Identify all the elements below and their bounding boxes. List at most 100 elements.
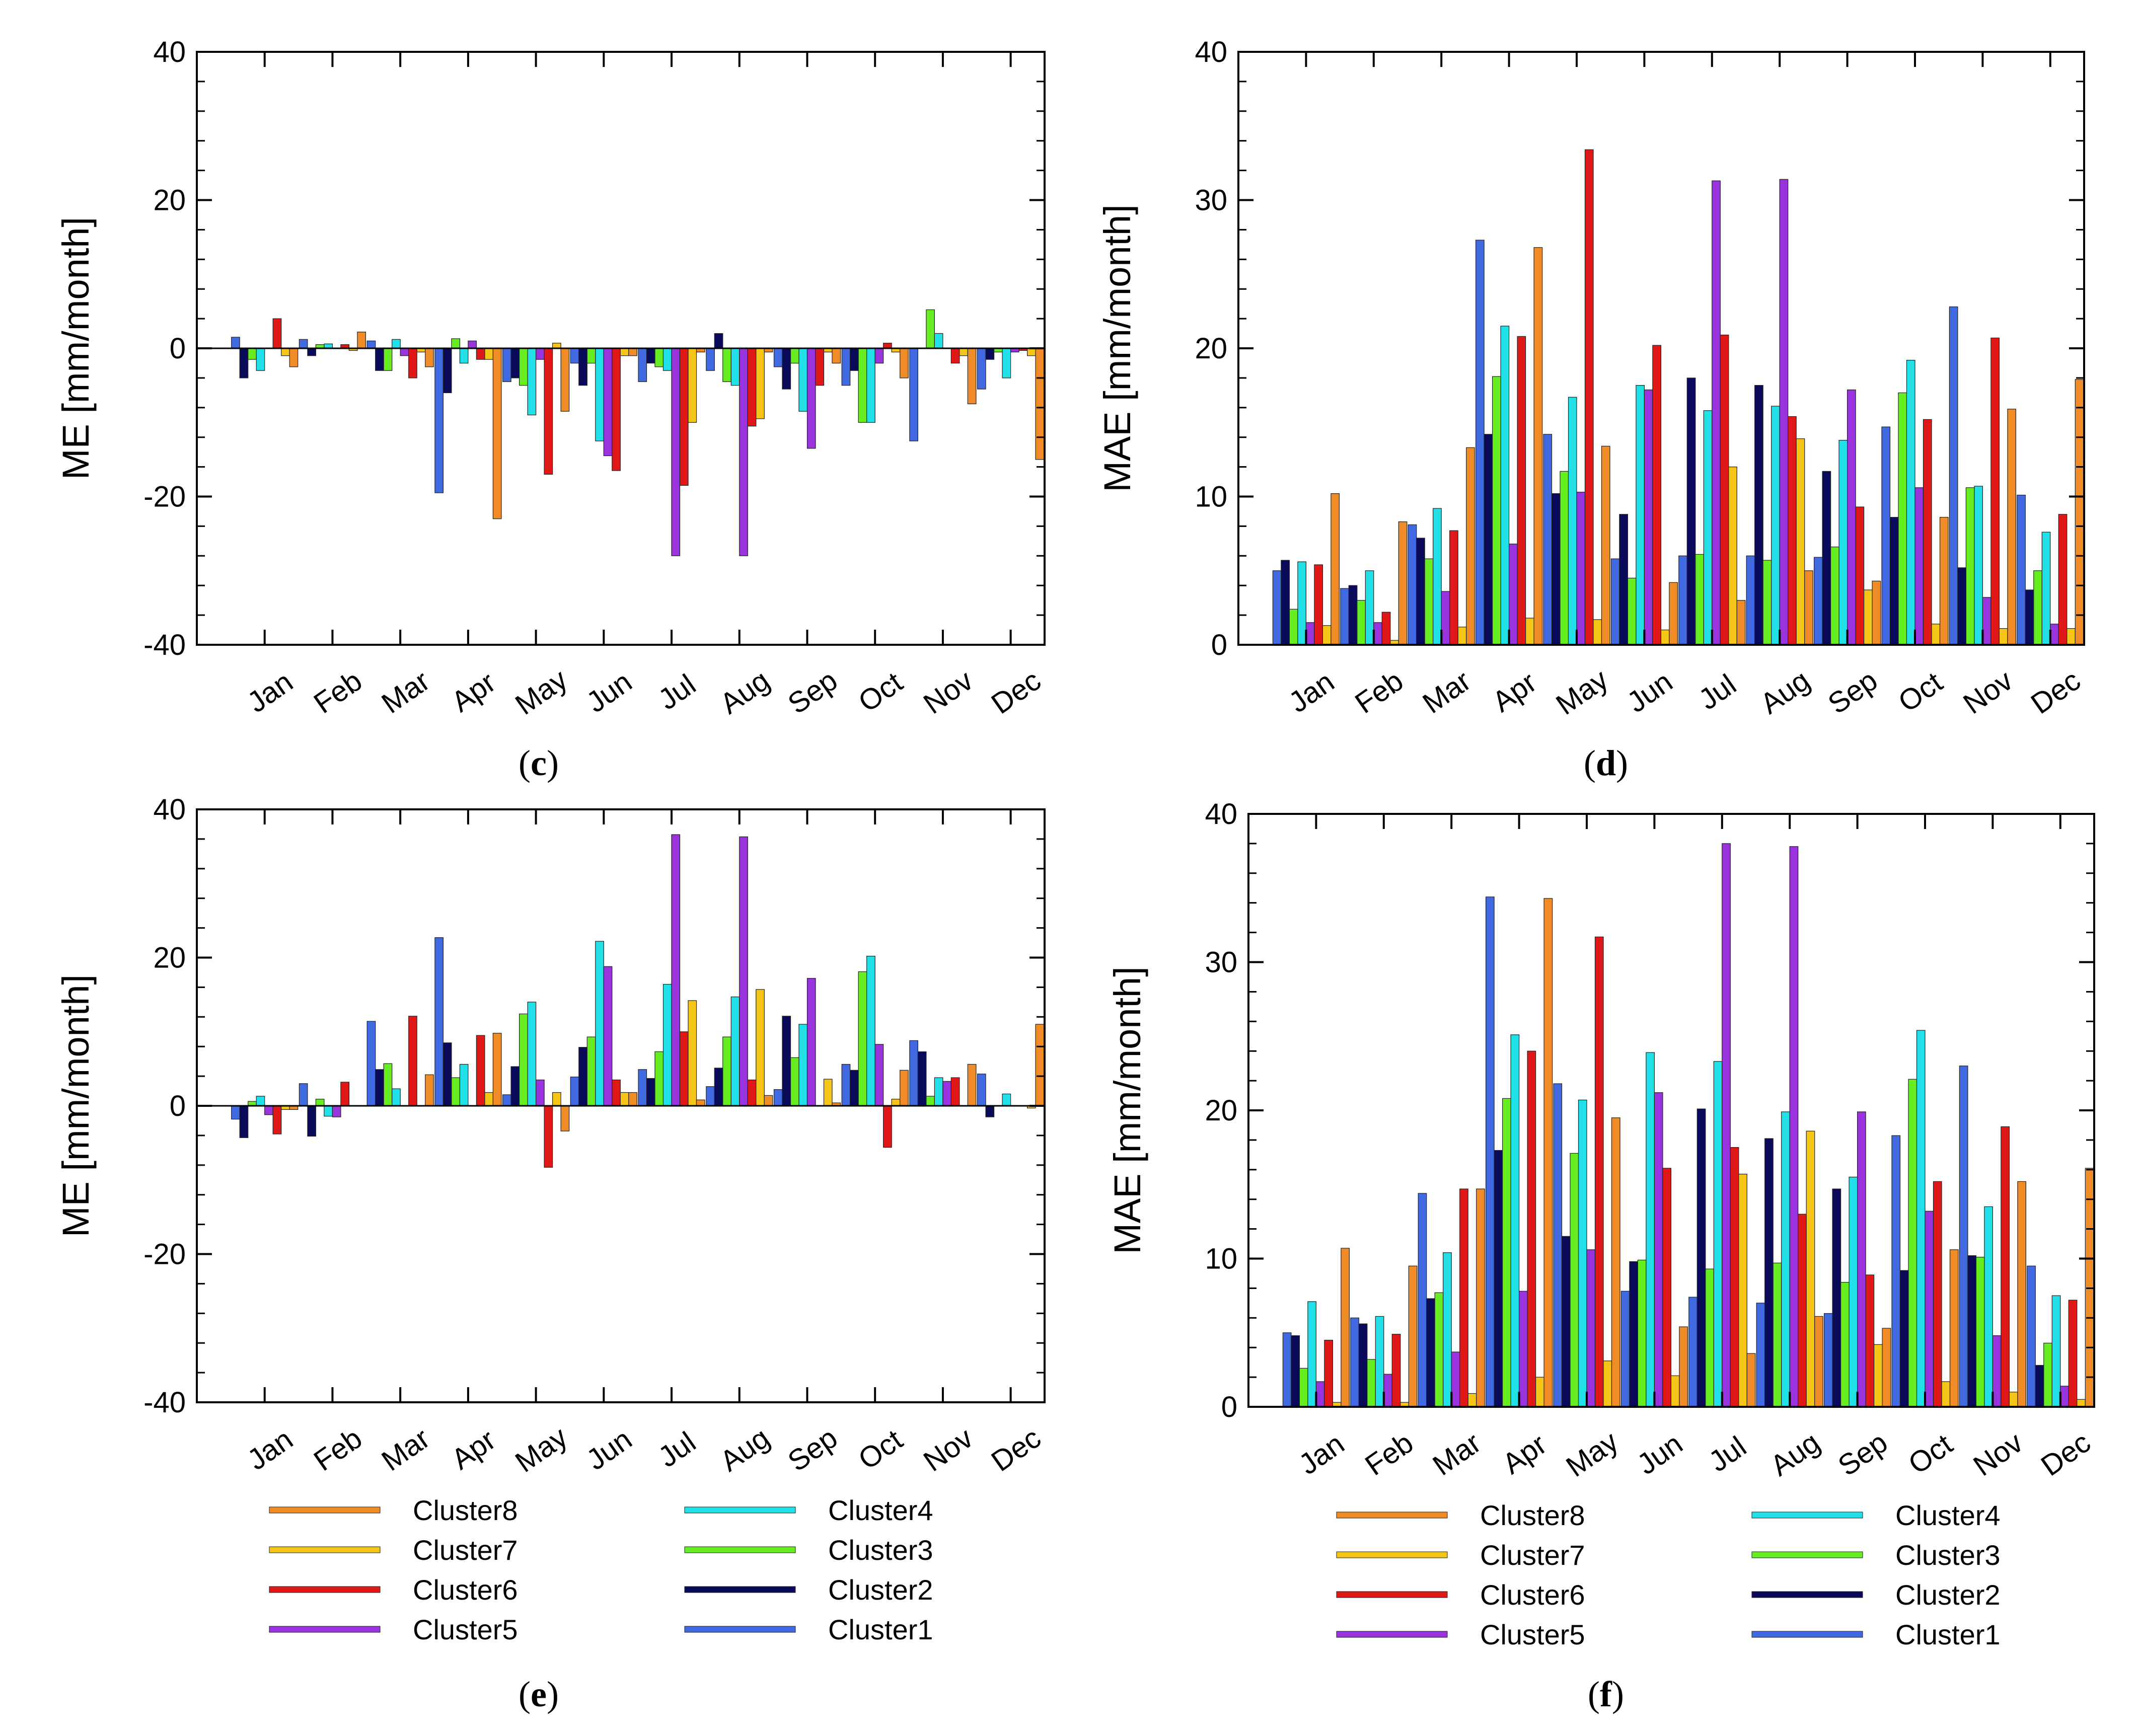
bar-cluster7-sep (823, 1079, 833, 1106)
bar-cluster3-may (1570, 1153, 1579, 1407)
bar-cluster7-aug (756, 348, 765, 419)
bar-cluster3-oct (858, 971, 867, 1106)
bar-cluster2-feb (307, 348, 317, 356)
bar-cluster3-aug (722, 348, 731, 382)
bar-cluster4-oct (866, 348, 875, 423)
bar-cluster8-aug (1814, 1316, 1823, 1407)
y-tick-label: 0 (1211, 629, 1227, 661)
x-tick-label-sep: Sep (1832, 1426, 1894, 1482)
bar-cluster1-jul (1688, 1297, 1698, 1407)
x-tick-label-jan: Jan (242, 665, 299, 719)
bar-cluster1-jan (231, 1105, 240, 1120)
panel-caption: (c) (519, 743, 559, 783)
x-tick-label-may: May (509, 1420, 573, 1479)
x-tick-label-sep: Sep (782, 664, 843, 720)
bar-cluster1-dec (977, 1074, 986, 1106)
bar-cluster4-feb (324, 1105, 333, 1117)
bar-cluster5-mar (1451, 1351, 1460, 1407)
bar-cluster4-jul (662, 984, 672, 1106)
y-tick-label: 20 (153, 184, 186, 217)
bar-cluster1-apr (1486, 896, 1495, 1407)
bar-cluster3-nov (1975, 1257, 1985, 1407)
bar-cluster1-feb (1340, 588, 1349, 645)
legend-swatch (684, 1626, 796, 1633)
bar-cluster7-may (552, 1092, 561, 1106)
bar-cluster7-dec (2077, 1399, 2086, 1407)
bar-cluster3-jun (586, 1036, 596, 1106)
legend-item-cluster4: Cluster4 (1751, 1499, 2001, 1531)
bar-cluster1-apr (434, 348, 444, 493)
x-tick-label-jun: Jun (580, 1423, 638, 1477)
x-tick-label-feb: Feb (1349, 664, 1409, 720)
legend-label: Cluster6 (1480, 1579, 1585, 1611)
bar-cluster7-jul (1728, 466, 1737, 645)
bar-cluster5-mar (1441, 591, 1450, 645)
legend-label: Cluster2 (828, 1574, 933, 1606)
bar-cluster6-mar (408, 1016, 417, 1106)
bar-cluster6-jul (679, 348, 689, 486)
bar-cluster7-oct (1941, 1381, 1951, 1407)
bar-cluster2-dec (985, 348, 995, 360)
bar-cluster1-oct (1891, 1135, 1901, 1407)
bar-cluster5-feb (1383, 1374, 1392, 1407)
bar-cluster8-may (560, 348, 570, 412)
legend-item-cluster5: Cluster5 (269, 1614, 518, 1645)
x-tick-label-feb: Feb (308, 664, 368, 720)
x-tick-label-apr: Apr (1487, 666, 1542, 719)
chart-panel-f: 0 10 20 30 40 Jan Feb Mar Apr May Jun Jul Aug Sep Oct N… (1106, 798, 2097, 1714)
bar-cluster1-sep (1824, 1313, 1833, 1407)
x-tick-label-apr: Apr (1497, 1428, 1553, 1481)
y-tick-label: 40 (153, 793, 186, 826)
bar-cluster6-mar (1449, 530, 1458, 645)
bar-cluster4-mar (392, 1088, 401, 1106)
bar-cluster6-jan (1314, 564, 1323, 645)
bar-cluster8-may (560, 1105, 570, 1131)
bar-cluster2-may (510, 348, 520, 379)
bar-cluster6-aug (1798, 1214, 1807, 1407)
bar-cluster2-aug (714, 333, 723, 349)
bar-cluster6-jul (1720, 334, 1729, 645)
bar-cluster2-jun (1619, 514, 1628, 645)
bar-cluster7-apr (1525, 618, 1534, 645)
bar-cluster1-oct (841, 1064, 851, 1106)
bar-cluster5-may (535, 348, 545, 360)
bar-cluster7-sep (1874, 1344, 1883, 1407)
bar-cluster2-jun (578, 1047, 587, 1106)
x-tick-label-jun: Jun (1631, 1427, 1688, 1481)
bar-cluster8-dec (2075, 379, 2084, 645)
bar-cluster3-nov (926, 309, 935, 349)
bar-cluster8-apr (492, 1033, 502, 1106)
bar-cluster4-sep (1849, 1176, 1858, 1407)
y-tick-label: 0 (170, 1090, 186, 1122)
y-tick-label: -20 (143, 481, 186, 513)
legend-label: Cluster3 (828, 1534, 933, 1566)
bar-cluster3-apr (451, 1077, 461, 1106)
bar-cluster1-jun (1620, 1291, 1630, 1407)
bar-cluster5-oct (874, 1044, 884, 1106)
bar-cluster6-apr (1527, 1050, 1536, 1407)
bar-cluster7-jun (620, 1092, 629, 1106)
bar-cluster3-sep (790, 1057, 799, 1106)
bar-cluster8-mar (1466, 447, 1475, 645)
bar-cluster1-may (502, 348, 511, 382)
bar-cluster8-jul (1736, 600, 1746, 645)
bar-cluster8-jan (1331, 493, 1340, 645)
bar-cluster8-oct (900, 1070, 909, 1106)
x-tick-label-jun: Jun (1621, 665, 1678, 719)
bar-cluster6-feb (1391, 1334, 1401, 1407)
bar-cluster4-oct (1916, 1030, 1926, 1407)
bar-cluster8-apr (1533, 247, 1543, 645)
bar-cluster7-apr (484, 1092, 494, 1106)
bar-cluster6-aug (747, 348, 757, 427)
bar-cluster1-may (1543, 434, 1553, 645)
x-tick-label-dec: Dec (986, 1421, 1047, 1478)
legend-swatch (269, 1626, 381, 1633)
bar-cluster3-aug (1773, 1262, 1782, 1407)
chart-panel-c: -40 -20 0 20 40 Jan Feb Mar Apr May Jun Jul Aug Sep Oc… (55, 36, 1047, 783)
bar-cluster7-apr (1535, 1377, 1544, 1407)
bar-cluster7-aug (1796, 438, 1805, 645)
bar-cluster6-jun (612, 348, 621, 471)
y-tick-label: 0 (170, 332, 186, 365)
bar-cluster2-nov (917, 1051, 927, 1106)
bar-cluster5-oct (1925, 1211, 1934, 1407)
